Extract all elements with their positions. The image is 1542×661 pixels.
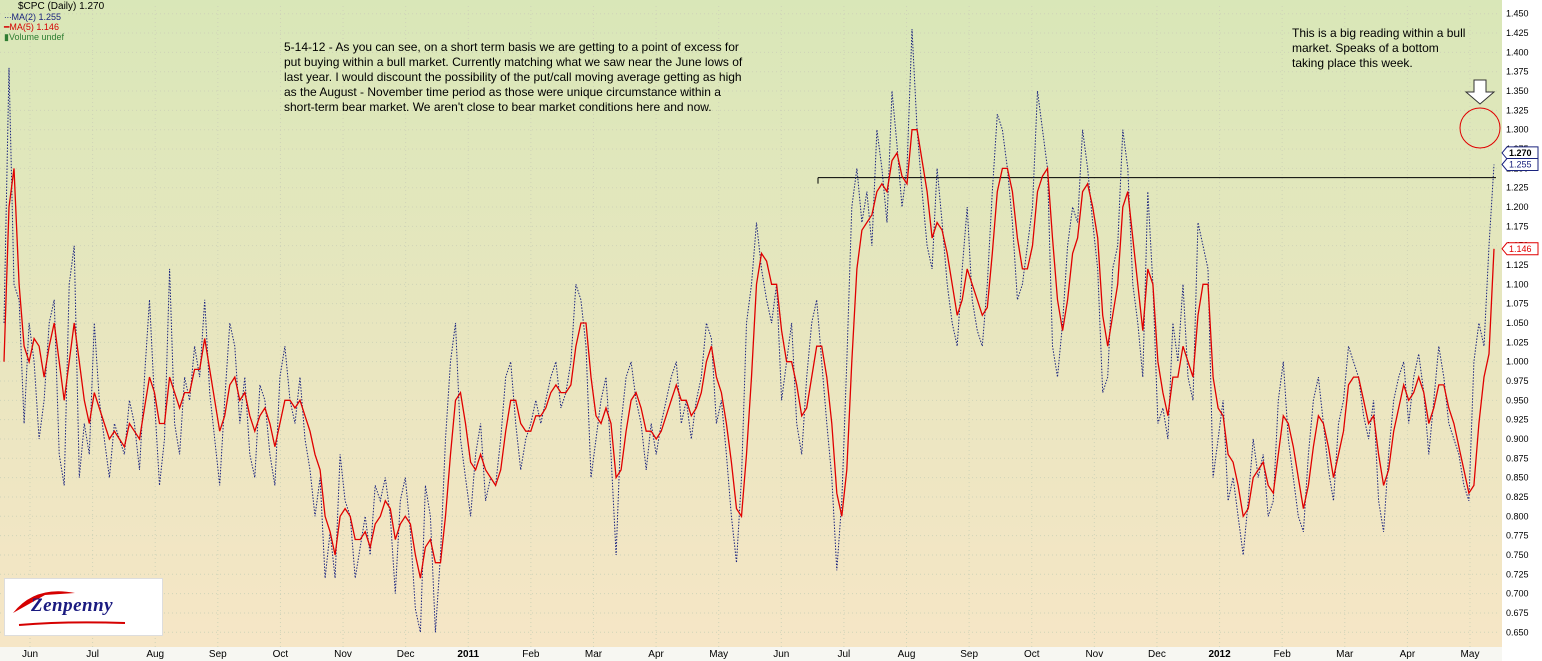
y-tick-label: 1.200 [1506,202,1529,212]
x-tick-label: May [709,649,728,660]
last-value-tags: 1.270 1.255 1.146 [1501,146,1539,256]
y-tick-label: 0.775 [1506,531,1529,541]
resistance-line [817,177,1496,184]
x-tick-label: 2011 [457,649,479,660]
y-axis-band [1502,0,1542,661]
x-tick-label: Mar [1336,649,1354,660]
last-value-label-ma2: 1.255 [1509,160,1532,170]
x-tick-label: Dec [397,649,415,660]
series-ma2-line [3,29,1495,633]
y-tick-label: 0.650 [1506,627,1529,637]
x-tick-label: Nov [1085,649,1103,660]
y-tick-label: 1.300 [1506,125,1529,135]
dotted-swatch-icon: ∙∙∙ [4,12,12,22]
x-tick-label: Sep [960,649,978,660]
y-tick-label: 1.225 [1506,183,1529,193]
x-tick-label: Jun [773,649,789,660]
y-tick-label: 0.925 [1506,415,1529,425]
legend-ma5: ━MA(5) 1.146 [4,22,104,32]
y-tick-label: 1.050 [1506,318,1529,328]
x-tick-label: 2012 [1208,649,1231,660]
y-tick-label: 1.025 [1506,337,1529,347]
last-value-label-close: 1.270 [1509,148,1532,158]
x-tick-label: Aug [146,649,164,660]
y-tick-label: 1.375 [1506,67,1529,77]
y-tick-label: 1.125 [1506,260,1529,270]
bars-swatch-icon: ▮ [4,32,9,42]
y-tick-label: 1.175 [1506,221,1529,231]
x-tick-label: May [1461,649,1480,660]
series-group [3,29,1495,633]
last-value-label-ma5: 1.146 [1509,244,1532,254]
annotation-right: This is a big reading within a bull mark… [1292,26,1466,70]
last-value-tag-ma2 [1501,158,1539,171]
y-tick-label: 1.425 [1506,28,1529,38]
x-tick-label: Mar [585,649,603,660]
y-tick-label: 0.950 [1506,395,1529,405]
logo-swoosh-icon [13,591,126,626]
y-tick-label: 0.850 [1506,473,1529,483]
y-tick-label: 0.900 [1506,434,1529,444]
x-tick-label: Aug [898,649,916,660]
annotation-left: 5-14-12 - As you can see, on a short ter… [284,40,743,114]
y-tick-label: 1.400 [1506,47,1529,57]
x-axis-band [0,647,1502,661]
y-tick-label: 1.450 [1506,9,1529,19]
y-tick-label: 1.000 [1506,357,1529,367]
y-tick-label: 0.725 [1506,569,1529,579]
x-tick-label: Apr [648,649,664,660]
highlight-circle [1459,107,1501,149]
down-arrow-icon [1464,79,1496,105]
x-tick-label: Oct [1024,649,1040,660]
x-tick-label: Apr [1400,649,1416,660]
x-tick-label: Sep [209,649,227,660]
annotation-marks [1459,79,1501,149]
y-tick-label: 1.325 [1506,105,1529,115]
y-tick-label: 1.075 [1506,299,1529,309]
logo-text: Zenpenny [31,595,114,616]
last-value-tag-close [1501,146,1539,160]
x-axis-ticks: Jun Jul Aug Sep Oct Nov Dec 2011 Feb Mar Apr May Jun… [22,649,1480,660]
y-axis-ticks: 0.650 0.675 0.700 0.725 0.750 0.775 0.800 0.825… [1506,9,1529,638]
y-tick-label: 0.975 [1506,376,1529,386]
x-tick-label: Dec [1148,649,1166,660]
y-tick-label: 0.750 [1506,550,1529,560]
legend-ma2: ∙∙∙MA(2) 1.255 [4,12,104,22]
series-ma5-line [3,129,1495,579]
legend-volume-label: Volume undef [8,32,64,42]
x-tick-label: Oct [273,649,289,660]
x-tick-label: Nov [334,649,352,660]
y-tick-label: 0.800 [1506,511,1529,521]
plot-background [0,0,1502,647]
legend-volume: ▮Volume undef [4,32,104,42]
y-tick-label: 1.100 [1506,279,1529,289]
x-tick-label: Feb [1274,649,1292,660]
last-value-tag-ma5 [1501,242,1539,256]
legend-ma5-label: MA(5) 1.146 [9,22,59,32]
y-tick-label: 1.350 [1506,86,1529,96]
x-tick-label: Jun [22,649,38,660]
legend-title: $CPC (Daily) 1.270 [18,1,105,12]
legend-ma2-label: MA(2) 1.255 [11,12,62,22]
y-tick-label: 0.825 [1506,492,1529,502]
x-tick-label: Jul [86,649,99,660]
line-swatch-icon: ━ [4,22,10,32]
chart-legend: $CPC (Daily) 1.270 ∙∙∙MA(2) 1.255 ━MA(5)… [4,1,105,43]
zenpenny-logo: Zenpenny [4,578,163,636]
y-tick-label: 0.875 [1506,453,1529,463]
y-tick-label: 0.675 [1506,608,1529,618]
y-tick-label: 0.700 [1506,589,1529,599]
x-tick-label: Jul [838,649,851,660]
x-tick-label: Feb [522,649,540,660]
